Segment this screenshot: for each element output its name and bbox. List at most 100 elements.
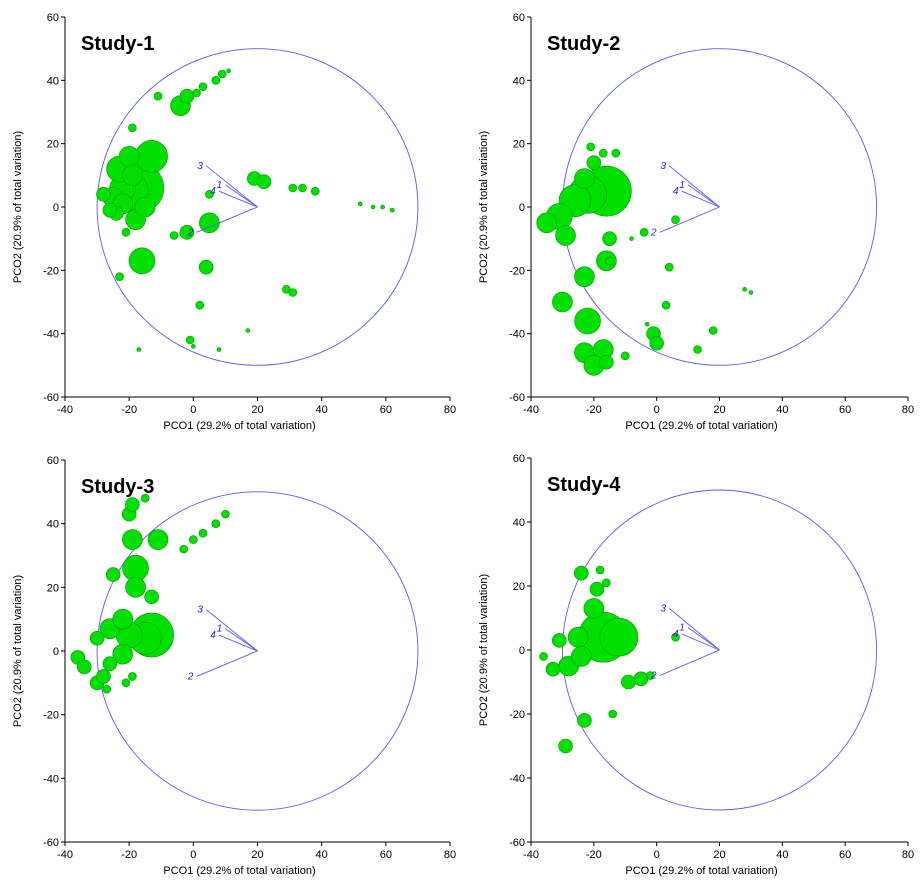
data-point — [198, 82, 208, 91]
vector-line-1 — [225, 184, 258, 208]
data-point — [599, 617, 639, 657]
y-tick-label: -60 — [43, 837, 59, 849]
data-point — [608, 709, 617, 719]
data-point — [195, 300, 205, 310]
panel-title: Study-1 — [81, 33, 154, 55]
vector-line-1 — [687, 184, 720, 208]
vector-line-2 — [196, 650, 258, 677]
data-point — [122, 529, 143, 550]
data-point — [211, 519, 221, 528]
data-point — [649, 335, 664, 351]
vector-line-4 — [681, 633, 720, 651]
data-point — [125, 497, 140, 512]
data-point — [76, 659, 92, 675]
y-tick-label: 40 — [47, 75, 59, 87]
data-point — [310, 186, 320, 196]
y-tick-label: 40 — [513, 517, 525, 529]
x-tick-label: -40 — [57, 404, 73, 416]
data-point — [693, 345, 702, 354]
y-axis-label: PCO2 (20.9% of total variation) — [478, 574, 490, 726]
y-tick-label: 0 — [519, 645, 525, 657]
data-point — [128, 123, 137, 133]
data-point — [661, 300, 671, 310]
y-tick-label: 0 — [53, 202, 59, 214]
data-point — [102, 656, 118, 672]
data-point — [708, 326, 718, 335]
y-tick-label: 60 — [47, 12, 59, 24]
data-point — [112, 643, 134, 665]
data-point — [147, 529, 169, 550]
data-point — [545, 661, 561, 677]
vector-line-1 — [225, 628, 258, 652]
y-tick-label: 60 — [513, 12, 525, 24]
x-axis-label: PCO1 (29.2% of total variation) — [625, 420, 777, 432]
data-point — [198, 528, 208, 538]
data-point — [211, 76, 221, 85]
data-point — [748, 290, 754, 295]
data-point — [598, 148, 608, 158]
y-tick-label: -20 — [43, 265, 59, 277]
vector-label-4: 4 — [673, 186, 679, 197]
data-point — [144, 589, 159, 605]
vector-line-2 — [196, 206, 258, 233]
data-point — [118, 146, 140, 167]
data-point — [288, 183, 298, 193]
data-point — [599, 354, 614, 370]
data-point — [380, 204, 385, 210]
panel-title: Study-4 — [547, 474, 621, 496]
y-tick-label: -20 — [43, 710, 59, 722]
vector-line-4 — [681, 190, 720, 208]
x-tick-label: 60 — [380, 404, 392, 416]
vector-label-2: 2 — [187, 227, 194, 238]
correlation-circle — [96, 491, 419, 811]
vector-line-3 — [668, 165, 720, 208]
data-point — [536, 212, 558, 234]
x-tick-label: -20 — [121, 849, 137, 861]
vector-label-4: 4 — [210, 186, 216, 197]
vector-label-4: 4 — [673, 629, 679, 640]
vector-overlay: 1 2 3 4 — [650, 161, 720, 238]
y-tick-label: 40 — [47, 519, 59, 531]
data-point — [742, 287, 747, 292]
x-tick-label: 60 — [839, 404, 851, 416]
vector-label-3: 3 — [660, 603, 666, 614]
data-point — [96, 669, 111, 684]
data-point — [611, 148, 621, 158]
data-point — [389, 207, 395, 213]
data-point — [558, 738, 573, 754]
x-tick-label: 40 — [316, 849, 328, 861]
vector-overlay: 1 2 3 4 — [187, 161, 258, 238]
vector-label-2: 2 — [650, 227, 657, 238]
y-axis-label: PCO2 (20.9% of total variation) — [12, 131, 24, 283]
x-tick-label: 0 — [654, 404, 660, 416]
x-tick-label: 0 — [654, 849, 660, 861]
x-tick-label: 80 — [444, 849, 456, 861]
vector-label-2: 2 — [187, 671, 194, 682]
x-tick-label: 80 — [902, 404, 914, 416]
vector-label-1: 1 — [679, 180, 685, 191]
data-point — [179, 225, 195, 240]
x-tick-label: 40 — [776, 404, 788, 416]
data-point — [357, 201, 363, 207]
data-point — [586, 142, 595, 152]
data-point — [629, 236, 634, 241]
bubble-series — [96, 68, 395, 352]
vector-label-3: 3 — [197, 605, 203, 616]
data-point — [621, 674, 636, 690]
correlation-circle — [561, 489, 878, 811]
data-point — [153, 91, 163, 101]
x-tick-label: 80 — [444, 404, 456, 416]
x-tick-label: 20 — [251, 404, 263, 416]
data-point — [539, 652, 548, 661]
vector-label-1: 1 — [217, 180, 223, 191]
x-tick-label: 0 — [190, 404, 196, 416]
data-point — [96, 187, 111, 202]
data-point — [574, 307, 601, 335]
y-tick-label: -60 — [509, 837, 525, 849]
data-point — [602, 578, 611, 588]
y-tick-label: 20 — [47, 139, 59, 151]
data-point — [128, 247, 156, 275]
